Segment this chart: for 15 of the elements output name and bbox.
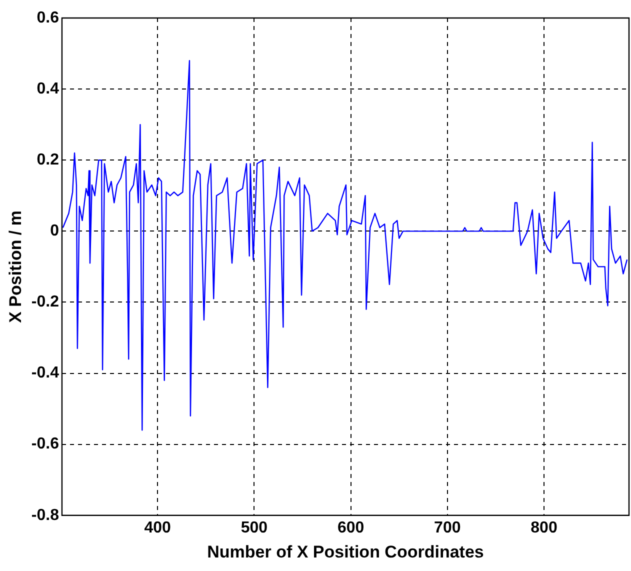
x-tick-label: 500 bbox=[240, 519, 268, 536]
y-tick-label: -0.2 bbox=[31, 294, 60, 311]
x-tick-label: 600 bbox=[337, 519, 364, 536]
y-tick-label: 0 bbox=[50, 222, 60, 240]
x-tick-label: 400 bbox=[144, 519, 172, 536]
x-axis-title: Number of X Position Coordinates bbox=[207, 542, 484, 562]
y-tick-label: 0.2 bbox=[36, 152, 60, 169]
x-tick-label: 700 bbox=[434, 519, 461, 536]
y-tick-label: 0.6 bbox=[36, 9, 60, 26]
y-tick-label: 0.4 bbox=[36, 80, 60, 98]
y-tick-label: -0.6 bbox=[31, 436, 60, 453]
x-tick-label: 800 bbox=[530, 519, 558, 536]
y-tick-label: -0.8 bbox=[31, 506, 60, 524]
y-axis-title: X Position / m bbox=[6, 210, 25, 323]
y-tick-label: -0.4 bbox=[31, 364, 60, 382]
